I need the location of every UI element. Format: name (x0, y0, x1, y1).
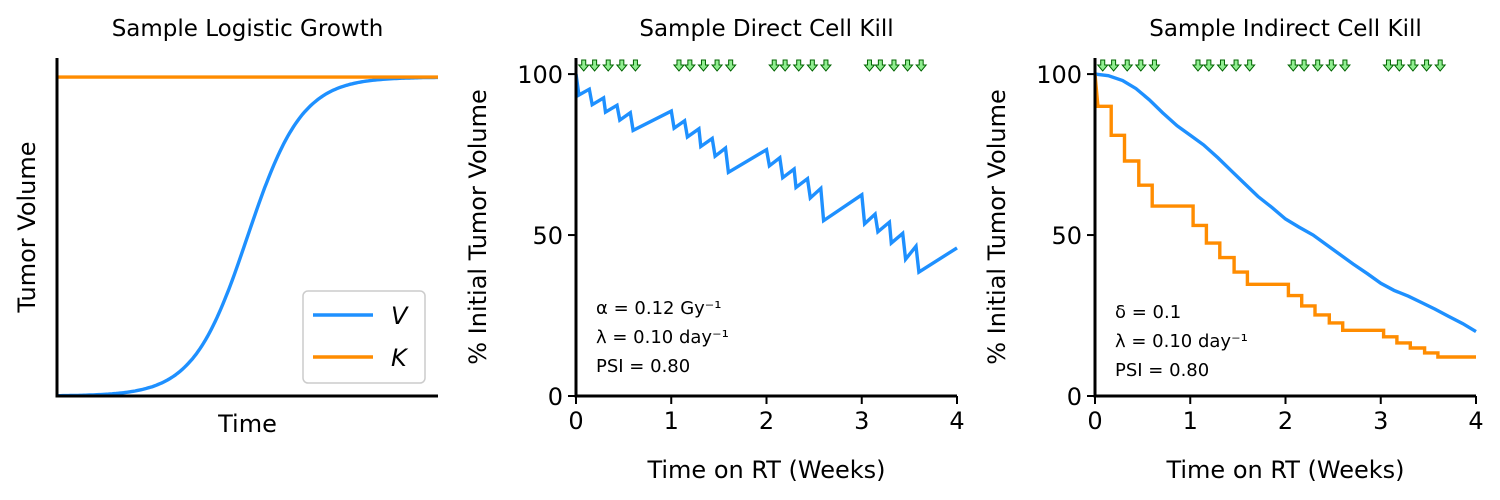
chart-panel-1: Sample Logistic Growth Time Tumor Volume VK (13, 16, 438, 438)
dose-arrow (602, 59, 615, 72)
dose-arrow (887, 59, 901, 72)
parameter-annotation: λ = 0.10 day⁻¹ (596, 327, 729, 348)
x-tick-label: 2 (759, 407, 774, 435)
x-tick-label: 0 (568, 407, 583, 435)
y-tick-label: 100 (1036, 61, 1082, 89)
legend-label-k: K (391, 344, 409, 372)
dose-arrow (1148, 59, 1161, 72)
dose-arrow (724, 59, 737, 72)
dose-arrow (1393, 59, 1406, 72)
dose-arrow (1202, 59, 1215, 72)
y-tick-label: 100 (517, 61, 563, 89)
dose-arrow (874, 59, 887, 72)
dose-arrow (629, 59, 642, 72)
dose-arrow (1287, 59, 1300, 72)
x-tick-label: 1 (1183, 407, 1198, 435)
x-tick-label: 4 (949, 407, 964, 435)
y-tick-label: 0 (548, 383, 563, 411)
dose-arrow (1191, 59, 1205, 72)
dose-arrow (792, 59, 805, 72)
dose-arrow (1096, 59, 1109, 72)
dose-arrow (1382, 59, 1395, 72)
x-axis-label: Time on RT (Weeks) (1165, 456, 1404, 484)
dose-arrow (697, 59, 710, 72)
x-tick-label: 1 (664, 407, 679, 435)
x-tick-label: 3 (854, 407, 869, 435)
x-tick-label: 2 (1278, 407, 1293, 435)
dose-arrow (683, 59, 696, 72)
parameter-annotation: δ = 0.1 (1115, 302, 1181, 323)
dose-arrow (1420, 59, 1433, 72)
y-tick-label: 50 (1051, 222, 1082, 250)
dose-arrow (1311, 59, 1324, 72)
dose-arrow (1406, 59, 1420, 72)
x-axis-label: Time (217, 410, 277, 438)
dose-arrow (806, 59, 819, 72)
y-tick-label: 50 (532, 222, 563, 250)
dose-arrow (1134, 59, 1147, 72)
dose-arrow (615, 59, 628, 72)
series-line-v (574, 73, 958, 275)
series-line-v (1094, 72, 1477, 334)
dose-arrow (1243, 59, 1256, 72)
dose-arrow (1338, 59, 1351, 72)
dose-arrow (901, 59, 914, 72)
parameter-annotation: α = 0.12 Gy⁻¹ (596, 298, 722, 319)
dose-arrow (1216, 59, 1229, 72)
chart-panel-3: Sample Indirect Cell Kill 0 1 2 3 4 0 50 100 Time… (983, 16, 1484, 484)
y-axis-label: % Initial Tumor Volume (464, 89, 492, 365)
x-tick-label: 3 (1373, 407, 1388, 435)
dose-arrow (819, 59, 832, 72)
dose-arrow (1107, 59, 1120, 72)
series-line-v (57, 75, 438, 398)
dose-arrow (863, 59, 876, 72)
chart-title: Sample Indirect Cell Kill (1149, 16, 1422, 42)
dose-arrow (1325, 59, 1338, 72)
chart-panel-2: Sample Direct Cell Kill 0 1 2 3 4 0 50 100 Time o… (464, 16, 965, 484)
parameter-annotation: PSI = 0.80 (1115, 360, 1209, 381)
dose-arrow (577, 59, 590, 72)
x-tick-label: 0 (1087, 407, 1102, 435)
y-axis-label: % Initial Tumor Volume (983, 89, 1011, 365)
y-axis-label: Tumor Volume (13, 141, 41, 313)
dose-arrow (915, 59, 928, 72)
y-tick-label: 0 (1067, 383, 1082, 411)
x-axis-label: Time on RT (Weeks) (646, 456, 885, 484)
chart-title: Sample Logistic Growth (112, 16, 384, 42)
dose-arrow (588, 59, 601, 72)
series-line-k (1093, 73, 1476, 359)
dose-arrow (1298, 59, 1311, 72)
dose-arrow (1121, 59, 1134, 72)
parameter-annotation: λ = 0.10 day⁻¹ (1115, 331, 1248, 352)
parameter-annotation: PSI = 0.80 (596, 356, 690, 377)
dose-arrow (711, 59, 724, 72)
x-tick-label: 4 (1468, 407, 1483, 435)
dose-arrow (779, 59, 792, 72)
chart-title: Sample Direct Cell Kill (639, 16, 893, 42)
dose-arrow (1230, 59, 1243, 72)
dose-arrow (672, 59, 686, 72)
dose-arrow (1434, 59, 1447, 72)
legend-label-v: V (391, 302, 409, 330)
dose-arrow (768, 59, 781, 72)
